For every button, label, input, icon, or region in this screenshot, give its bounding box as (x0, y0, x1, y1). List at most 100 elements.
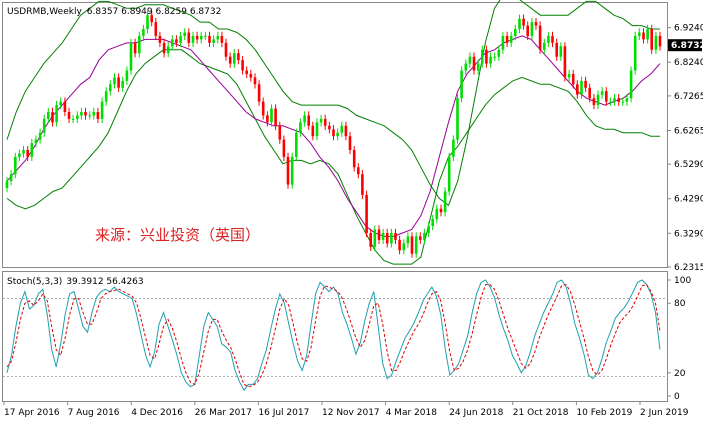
candle (18, 149, 21, 162)
candle-body (150, 15, 153, 23)
candle (489, 52, 492, 68)
candle (625, 94, 629, 106)
candle-body (146, 15, 149, 29)
candle (266, 111, 269, 127)
candle (638, 28, 641, 41)
price-tick-label: 6.4290 (674, 195, 703, 205)
candle (497, 45, 501, 61)
candle-body (476, 63, 480, 71)
price-tick-label: 6.7265 (674, 92, 703, 102)
candle (646, 24, 649, 44)
price-tick-label: 6.5290 (674, 160, 703, 170)
candle-body (245, 70, 248, 74)
candle-body (290, 156, 294, 185)
candle-body (187, 32, 191, 43)
candle (220, 31, 224, 47)
candle-body (138, 35, 141, 54)
candle (80, 107, 83, 120)
candle (47, 107, 50, 123)
candle-body (63, 101, 67, 112)
candle-body (315, 122, 319, 137)
candle-body (80, 112, 83, 116)
candle-body (42, 118, 46, 133)
candle-body (104, 91, 108, 102)
candle (179, 31, 182, 47)
candle-body (307, 115, 310, 126)
candle (468, 52, 472, 68)
candle-body (580, 80, 583, 95)
candle (216, 31, 220, 44)
ohlc-values: 6.8357 6.8949 6.8259 6.8732 (87, 7, 222, 17)
bollinger-bands (6, 0, 660, 265)
bollinger-upper (6, 0, 660, 207)
candle (373, 225, 377, 251)
candle (67, 107, 71, 123)
candle-body (125, 70, 129, 81)
candle (171, 35, 174, 51)
candle-body (59, 101, 62, 106)
candle (514, 24, 517, 41)
candle-body (38, 132, 42, 140)
candle-body (571, 74, 575, 85)
candle (311, 121, 315, 141)
candle-body (212, 39, 215, 43)
candle (76, 111, 79, 123)
candle (332, 125, 335, 141)
time-tick-label: 10 Feb 2019 (576, 408, 632, 418)
candle-body (228, 56, 232, 64)
candle (377, 225, 381, 244)
candle (204, 31, 207, 41)
candle (464, 59, 468, 75)
candle-body (216, 35, 220, 40)
stoch-tick-label: 100 (674, 276, 691, 286)
candle-body (447, 156, 451, 192)
candle-body (518, 18, 521, 30)
candle (299, 118, 302, 137)
candle-body (117, 77, 120, 88)
candle-body (237, 53, 240, 61)
candle-body (270, 108, 273, 123)
candle (584, 76, 587, 92)
candle (609, 97, 612, 106)
stochastic-lines (6, 279, 661, 392)
candle-body (633, 35, 637, 71)
candle-body (592, 98, 596, 106)
candle-body (133, 42, 137, 54)
candle-body (274, 108, 277, 126)
candle-body (365, 194, 368, 233)
candle-body (286, 156, 290, 185)
candle (146, 11, 149, 34)
candle-body (92, 112, 96, 116)
candle (605, 87, 608, 106)
candle (328, 121, 331, 134)
candle-body (629, 70, 633, 99)
ma-line (6, 35, 661, 237)
candle-body (514, 29, 517, 36)
price-axis: 6.9240 6.8240 6.7265 6.6265 6.5290 6.4290 6.32… (667, 24, 703, 273)
candle-body (257, 84, 261, 102)
candle (600, 87, 604, 99)
candle (249, 69, 253, 82)
candle-body (195, 35, 199, 40)
candle (398, 235, 401, 255)
candle (224, 38, 228, 61)
candle-body (154, 22, 158, 36)
candle (113, 73, 116, 89)
candle-body (22, 150, 25, 154)
candle-body (14, 156, 17, 175)
candle-body (84, 112, 87, 116)
candle (580, 76, 583, 99)
candle (121, 76, 124, 92)
candle (278, 121, 282, 144)
candle-body (398, 239, 401, 251)
candle (34, 135, 38, 148)
candle (187, 28, 191, 47)
candle (175, 35, 178, 47)
candle (394, 228, 397, 244)
candle-body (323, 118, 327, 126)
candle (613, 94, 616, 106)
candle-body (357, 167, 360, 175)
candle-body (47, 112, 50, 119)
candle (493, 52, 496, 61)
candle-body (385, 233, 389, 244)
